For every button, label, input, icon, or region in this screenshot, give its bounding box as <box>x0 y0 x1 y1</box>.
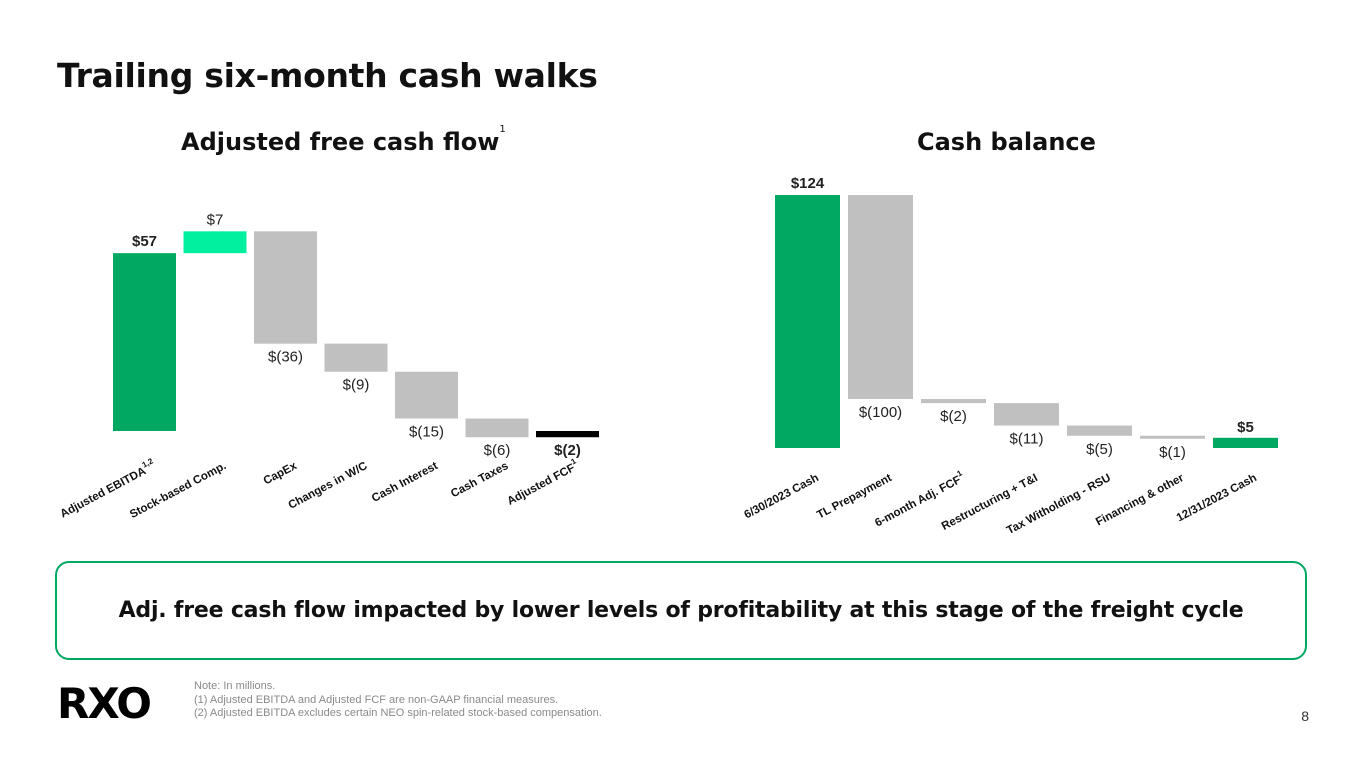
data-label: $124 <box>791 175 825 192</box>
waterfall-bar <box>921 399 986 404</box>
waterfall-bar <box>324 343 388 372</box>
waterfall-bar <box>1213 437 1278 448</box>
waterfall-bar <box>465 418 529 438</box>
waterfall-bar <box>994 403 1059 426</box>
waterfall-bar <box>1067 425 1132 436</box>
footnote-line: Note: In millions. <box>194 680 276 692</box>
data-label: $(5) <box>1086 441 1113 458</box>
data-label: $(100) <box>859 404 902 421</box>
data-label: $(9) <box>343 377 370 394</box>
category-label: 12/31/2023 Cash <box>1175 472 1259 524</box>
chart-title-cash-balance: Cash balance <box>917 128 1096 156</box>
chart-title-text: Adjusted free cash flow <box>181 128 500 156</box>
footnote-line: (2) Adjusted EBITDA excludes certain NEO… <box>194 707 602 719</box>
data-label: $(2) <box>554 442 581 459</box>
data-label: $(36) <box>268 349 303 366</box>
waterfall-bar <box>775 195 840 448</box>
data-label: $(11) <box>1010 431 1044 448</box>
rxo-logo: RXO <box>57 679 152 728</box>
data-label: $(6) <box>484 442 511 459</box>
data-label: $57 <box>132 233 157 250</box>
footnote-line: (1) Adjusted EBITDA and Adjusted FCF are… <box>194 693 559 706</box>
chart-title-superscript: 1 <box>499 124 506 135</box>
waterfall-bar <box>395 371 458 419</box>
waterfall-bar <box>536 431 599 438</box>
waterfall-bar <box>113 253 176 431</box>
category-superscript: 1 <box>955 468 964 478</box>
data-label: $7 <box>207 211 224 228</box>
data-label: $(15) <box>409 424 444 441</box>
waterfall-bar <box>1140 435 1205 439</box>
footnotes: Note: In millions. (1) Adjusted EBITDA a… <box>194 680 602 721</box>
waterfall-bar <box>254 231 317 344</box>
data-label: $(2) <box>940 408 967 425</box>
callout-box: Adj. free cash flow impacted by lower le… <box>55 561 1307 660</box>
callout-text: Adj. free cash flow impacted by lower le… <box>118 598 1244 623</box>
data-label: $5 <box>1237 419 1254 436</box>
data-label: $(1) <box>1159 444 1186 461</box>
waterfall-bar <box>183 231 247 254</box>
page-title: Trailing six-month cash walks <box>57 56 598 95</box>
chart-title-adjusted-fcf: Adjusted free cash flow1 <box>181 124 506 156</box>
waterfall-bar <box>848 195 913 400</box>
category-superscript: 1 <box>569 456 578 466</box>
page-number: 8 <box>1301 708 1309 724</box>
category-label: 6/30/2023 Cash <box>742 472 820 521</box>
